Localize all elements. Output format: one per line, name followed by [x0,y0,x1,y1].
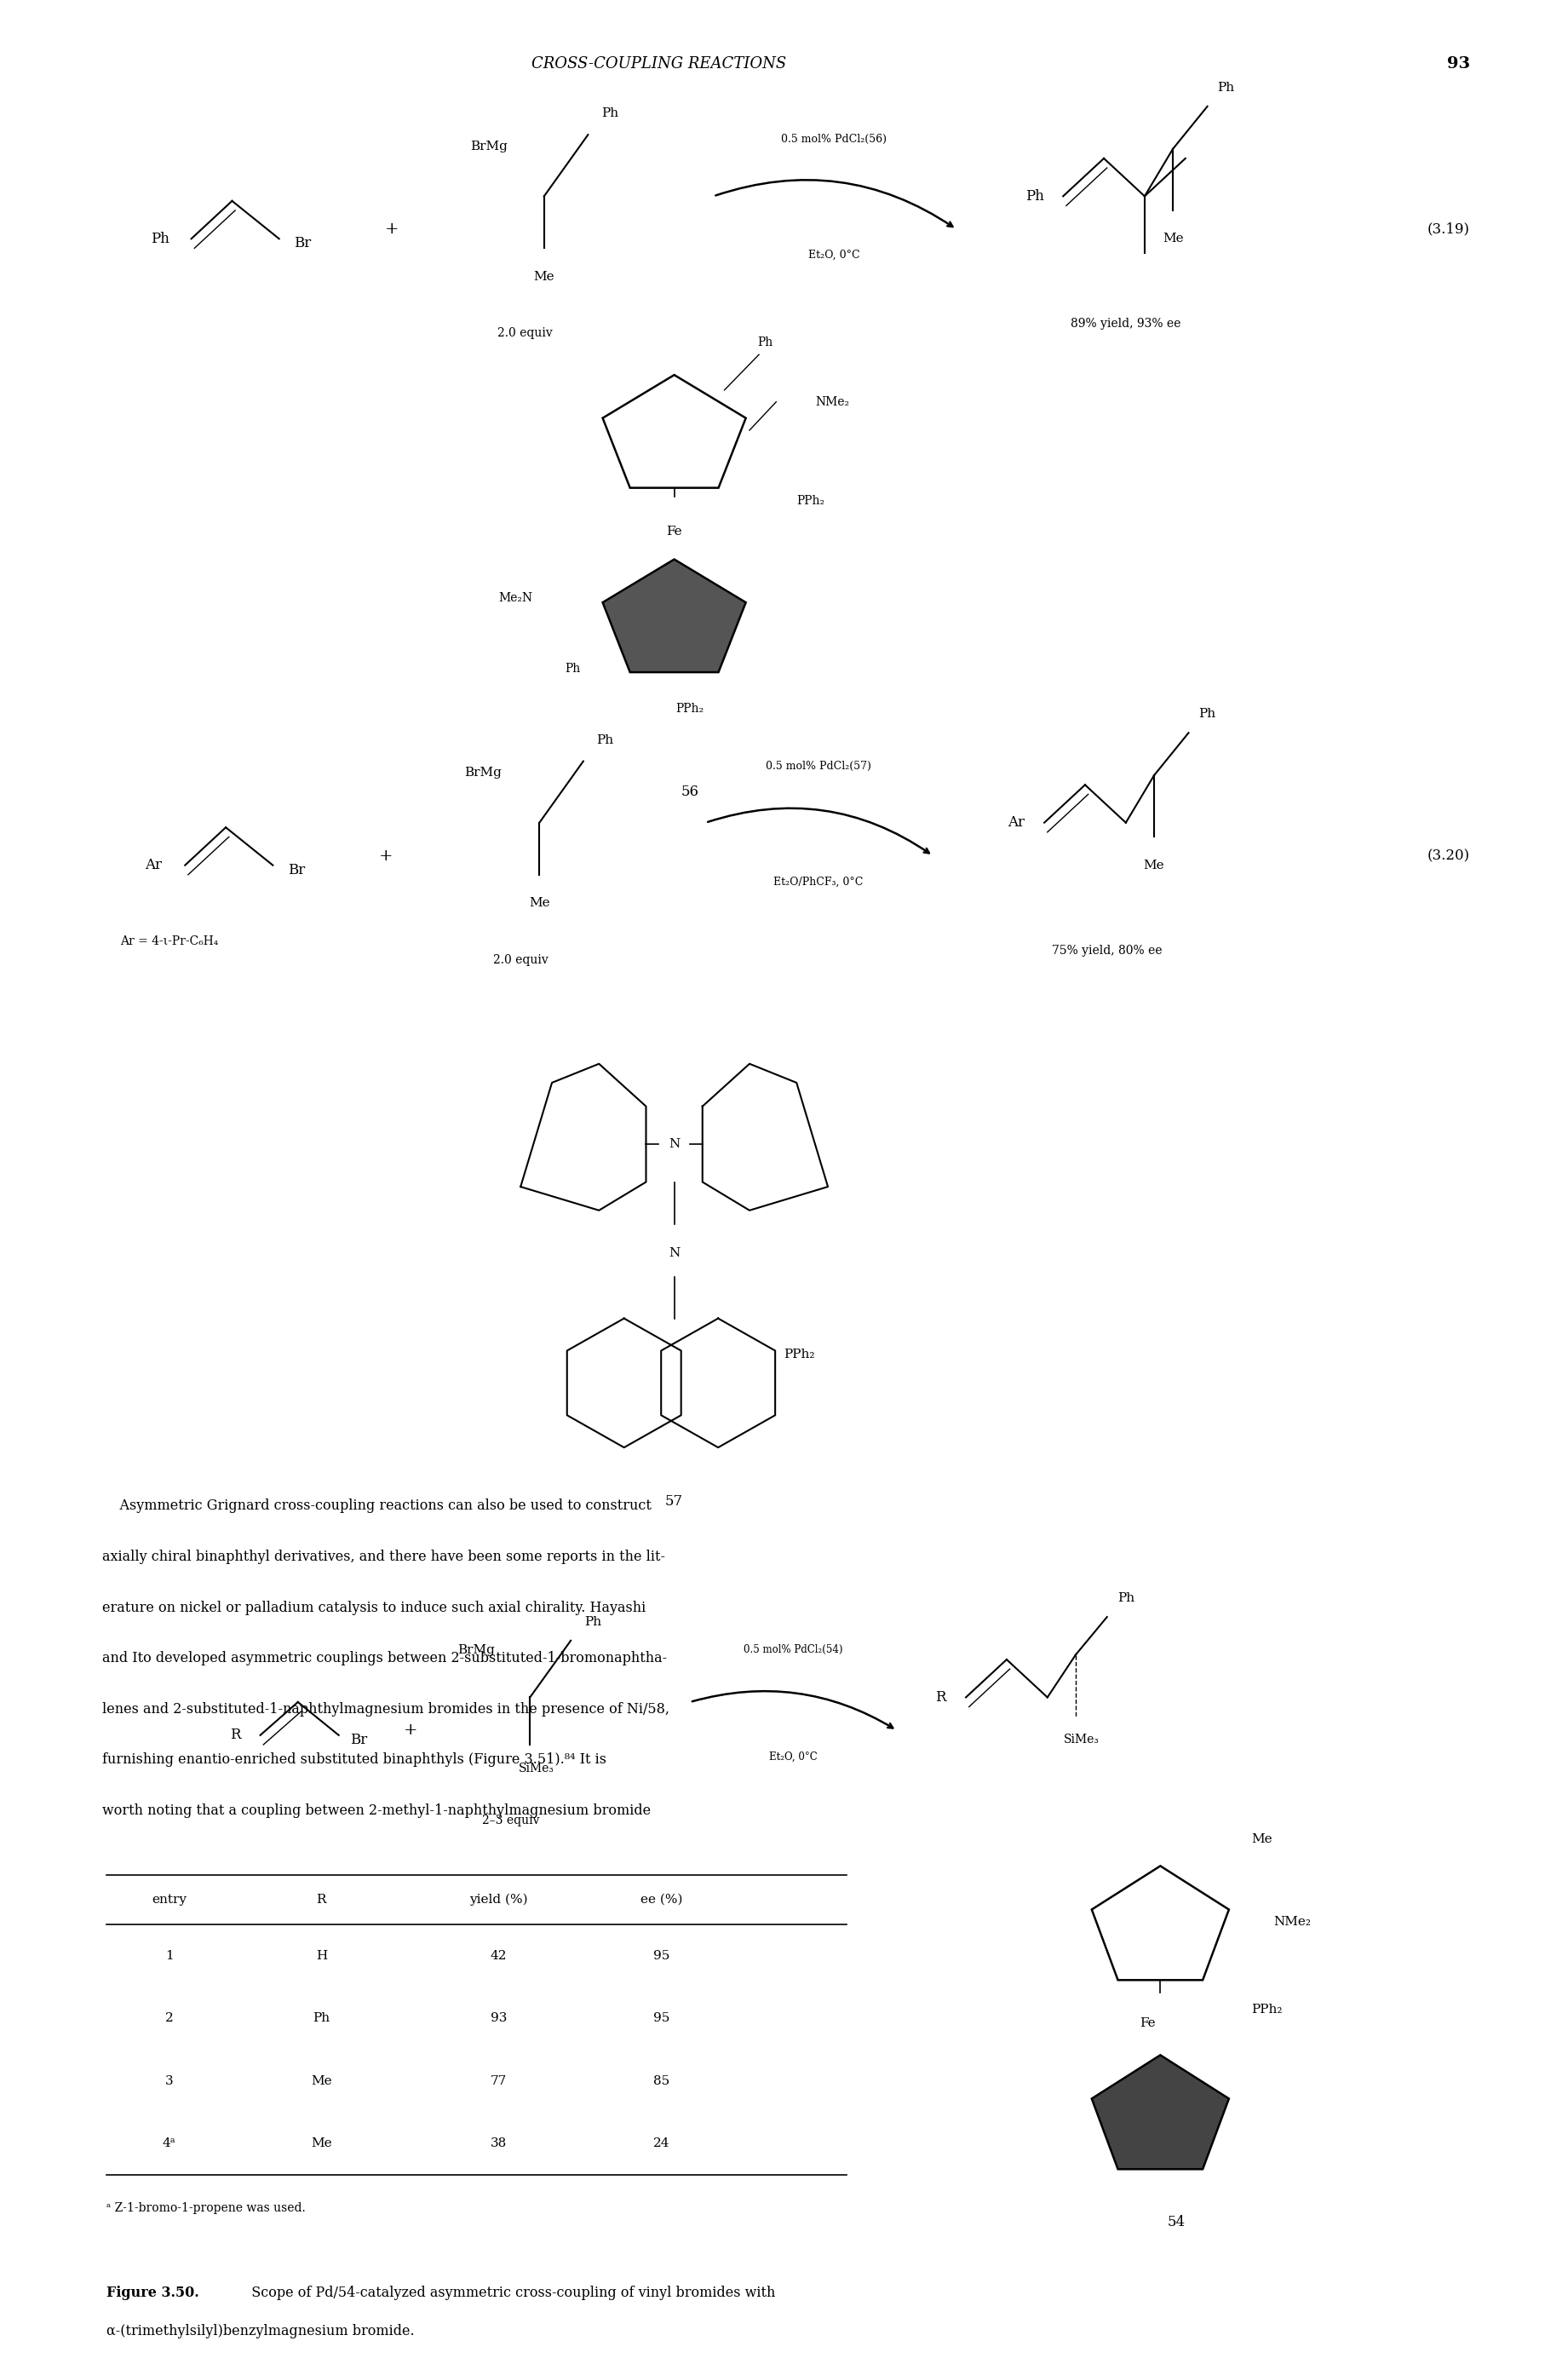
Text: (3.20): (3.20) [1427,849,1471,863]
Text: 0.5 mol% PdCl₂(54): 0.5 mol% PdCl₂(54) [743,1645,844,1655]
Text: (3.19): (3.19) [1427,222,1471,236]
Text: Me: Me [1143,858,1165,872]
Text: Br: Br [351,1733,367,1747]
Text: Me: Me [1251,1832,1272,1846]
Polygon shape [1091,2054,1229,2170]
Text: R: R [317,1894,326,1905]
Text: Scope of Pd/54-catalyzed asymmetric cross-coupling of vinyl bromides with: Scope of Pd/54-catalyzed asymmetric cros… [243,2286,776,2300]
Text: Br: Br [295,236,310,251]
Text: NMe₂: NMe₂ [815,395,850,409]
Text: Ar = 4-ι-Pr-C₆H₄: Ar = 4-ι-Pr-C₆H₄ [121,934,218,948]
Text: Ph: Ph [757,336,773,350]
Text: Ph: Ph [1218,80,1234,95]
Text: 0.5 mol% PdCl₂(56): 0.5 mol% PdCl₂(56) [781,135,887,144]
Text: Ph: Ph [314,2012,329,2024]
Text: 38: 38 [491,2137,506,2149]
Text: Fe: Fe [666,525,682,539]
Text: Ar: Ar [146,858,162,872]
Text: erature on nickel or palladium catalysis to induce such axial chirality. Hayashi: erature on nickel or palladium catalysis… [102,1600,646,1615]
Text: Me: Me [528,896,550,910]
Text: 2.0 equiv: 2.0 equiv [492,953,549,967]
Text: Me: Me [310,2076,332,2087]
Text: Et₂O, 0°C: Et₂O, 0°C [809,251,859,260]
Text: Fe: Fe [1140,2016,1156,2031]
Text: Br: Br [289,863,304,877]
Text: Asymmetric Grignard cross-coupling reactions can also be used to construct: Asymmetric Grignard cross-coupling react… [102,1499,651,1513]
Text: α-(trimethylsilyl)benzylmagnesium bromide.: α-(trimethylsilyl)benzylmagnesium bromid… [107,2324,414,2338]
Text: entry: entry [152,1894,187,1905]
Text: 93: 93 [1447,57,1469,71]
Text: 95: 95 [654,1950,670,1962]
Text: furnishing enantio-enriched substituted binaphthyls (Figure 3.51).⁸⁴ It is: furnishing enantio-enriched substituted … [102,1752,607,1768]
Text: Ph: Ph [585,1615,601,1629]
Text: +: + [405,1723,417,1738]
Text: 2–3 equiv: 2–3 equiv [483,1813,539,1827]
Text: PPh₂: PPh₂ [676,702,704,716]
Text: ee (%): ee (%) [641,1894,682,1905]
Text: axially chiral binaphthyl derivatives, and there have been some reports in the l: axially chiral binaphthyl derivatives, a… [102,1548,665,1565]
Text: 2.0 equiv: 2.0 equiv [497,326,554,340]
Text: SiMe₃: SiMe₃ [519,1761,554,1775]
Text: +: + [386,222,398,236]
Text: and Ito developed asymmetric couplings between 2-substituted-1-bromonaphtha-: and Ito developed asymmetric couplings b… [102,1650,666,1667]
Text: worth noting that a coupling between 2-methyl-1-naphthylmagnesium bromide: worth noting that a coupling between 2-m… [102,1804,651,1818]
Text: 95: 95 [654,2012,670,2024]
Text: lenes and 2-substituted-1-naphthylmagnesium bromides in the presence of Ni/58,: lenes and 2-substituted-1-naphthylmagnes… [102,1702,670,1716]
Text: Et₂O/PhCF₃, 0°C: Et₂O/PhCF₃, 0°C [773,877,864,886]
Text: 93: 93 [491,2012,506,2024]
Text: Me: Me [1162,232,1184,246]
Text: Ph: Ph [151,232,169,246]
Text: Me: Me [310,2137,332,2149]
Text: SiMe₃: SiMe₃ [1065,1733,1099,1747]
Text: 42: 42 [491,1950,506,1962]
Text: yield (%): yield (%) [469,1894,528,1905]
Text: R: R [230,1728,240,1742]
Text: 77: 77 [491,2076,506,2087]
Text: Figure 3.50.: Figure 3.50. [107,2286,199,2300]
Text: Et₂O, 0°C: Et₂O, 0°C [770,1752,817,1761]
Text: N: N [668,1137,681,1151]
Text: +: + [379,849,392,863]
Text: PPh₂: PPh₂ [1251,2002,1283,2016]
Text: 1: 1 [165,1950,174,1962]
Text: 75% yield, 80% ee: 75% yield, 80% ee [1052,943,1162,957]
Text: Ph: Ph [1118,1591,1134,1605]
Polygon shape [1091,1865,1229,1981]
Text: ᵃ Z-1-bromo-1-propene was used.: ᵃ Z-1-bromo-1-propene was used. [107,2201,306,2215]
Text: Ph: Ph [1025,189,1044,203]
Text: PPh₂: PPh₂ [784,1347,815,1362]
Text: Ar: Ar [1008,816,1024,830]
Text: BrMg: BrMg [470,139,508,154]
Text: CROSS-COUPLING REACTIONS: CROSS-COUPLING REACTIONS [532,57,786,71]
Text: H: H [315,1950,328,1962]
Text: R: R [936,1690,946,1704]
Text: Ph: Ph [597,733,613,747]
Text: 4ᵃ: 4ᵃ [163,2137,176,2149]
Text: N: N [668,1246,681,1260]
Text: 0.5 mol% PdCl₂(57): 0.5 mol% PdCl₂(57) [765,761,872,771]
Text: Me: Me [533,269,555,284]
Text: PPh₂: PPh₂ [797,494,825,508]
Text: 24: 24 [654,2137,670,2149]
Text: Me₂N: Me₂N [499,591,533,605]
Text: Ph: Ph [564,662,580,676]
Text: 56: 56 [681,785,699,799]
Text: NMe₂: NMe₂ [1273,1915,1311,1929]
Text: 3: 3 [165,2076,174,2087]
Polygon shape [602,560,746,671]
Text: 85: 85 [654,2076,670,2087]
Text: 54: 54 [1167,2215,1185,2229]
Text: Ph: Ph [1200,707,1215,721]
Text: BrMg: BrMg [458,1643,495,1657]
Text: Ph: Ph [602,106,618,121]
Text: 57: 57 [665,1494,684,1508]
Text: 2: 2 [165,2012,174,2024]
Text: 89% yield, 93% ee: 89% yield, 93% ee [1071,317,1181,331]
Text: BrMg: BrMg [464,766,502,780]
Polygon shape [602,376,746,487]
